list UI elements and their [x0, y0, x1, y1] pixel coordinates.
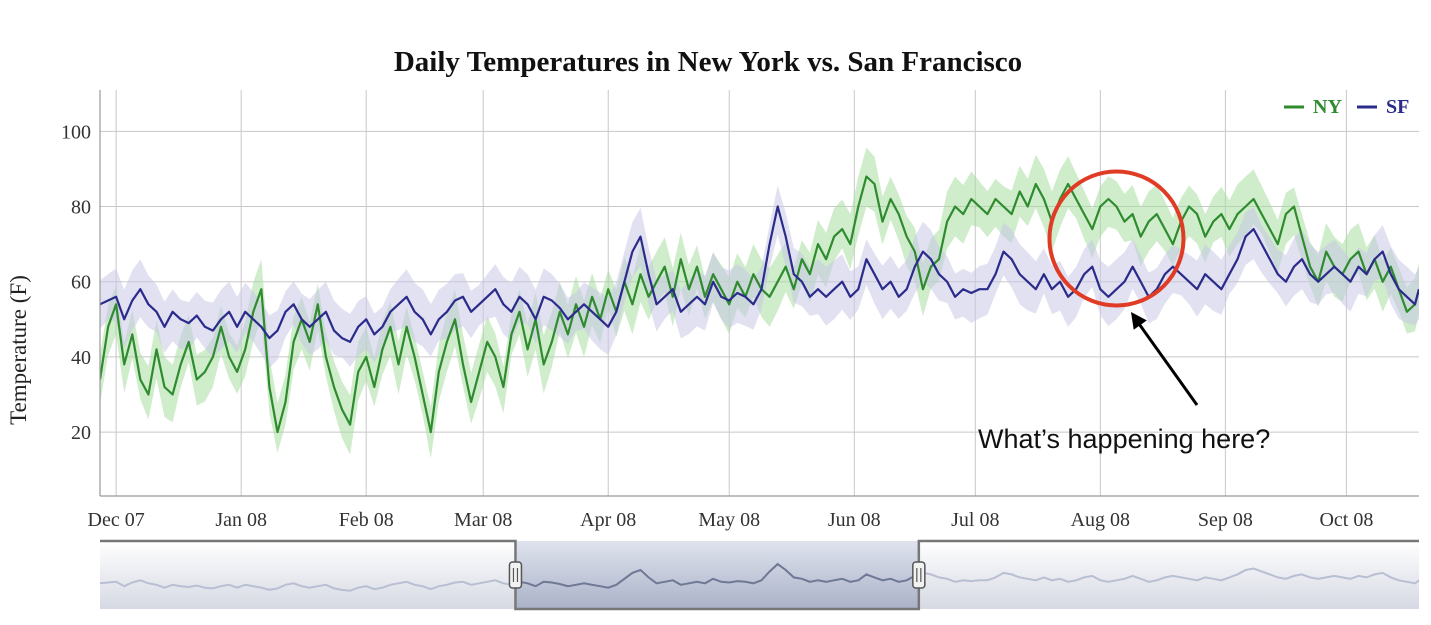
- plot-axes: [99, 90, 1419, 497]
- series-band-sf: [100, 185, 1419, 369]
- x-tick-label: Jun 08: [828, 509, 881, 531]
- legend-label-ny: NY: [1313, 96, 1342, 118]
- chart-title: Daily Temperatures in New York vs. San F…: [394, 46, 1022, 78]
- series-bands: [100, 147, 1419, 459]
- x-tick-label: Jan 08: [215, 509, 267, 531]
- y-tick-label: 100: [61, 121, 91, 143]
- range-navigator[interactable]: [99, 539, 1420, 611]
- series-lines: [100, 175, 1419, 434]
- navigator-selected-range[interactable]: [515, 541, 919, 609]
- y-tick-label: 20: [71, 422, 91, 444]
- x-tick-label: Aug 08: [1071, 509, 1130, 531]
- navigator-handle-left[interactable]: [508, 561, 523, 589]
- navigator-handle-right[interactable]: [912, 561, 926, 589]
- y-tick-label: 80: [71, 197, 91, 219]
- navigator-series-line-selected: [519, 562, 916, 589]
- annotation-arrow: [1135, 320, 1199, 406]
- x-tick-label: Jul 08: [951, 509, 999, 531]
- series-line-sf: [100, 205, 1419, 343]
- y-tick-label: 60: [71, 272, 91, 294]
- annotation-circle: [1047, 169, 1186, 308]
- annotation-text: What’s happening here?: [978, 424, 1270, 454]
- x-tick-label: Mar 08: [454, 509, 512, 531]
- x-tick-label: Feb 08: [339, 509, 394, 531]
- y-tick-label: 40: [71, 347, 91, 369]
- x-tick-label: Oct 08: [1319, 509, 1373, 531]
- y-axis-label: Temperature (F): [6, 275, 31, 425]
- legend-label-sf: SF: [1386, 96, 1409, 118]
- annotation-arrowhead: [1131, 312, 1147, 330]
- x-tick-label: Sep 08: [1198, 509, 1253, 531]
- axis-ticks: 20 40 60 80 100 Dec 07 Jan 08 Feb 08 Mar 08 Apr 0…: [61, 121, 1373, 531]
- x-tick-label: May 08: [698, 509, 760, 531]
- x-tick-label: Dec 07: [88, 509, 145, 531]
- annotation: What’s happening here?: [978, 169, 1270, 454]
- x-tick-label: Apr 08: [580, 509, 636, 531]
- chart-legend[interactable]: NY SF: [1284, 96, 1409, 118]
- navigator-outline: [100, 539, 1419, 611]
